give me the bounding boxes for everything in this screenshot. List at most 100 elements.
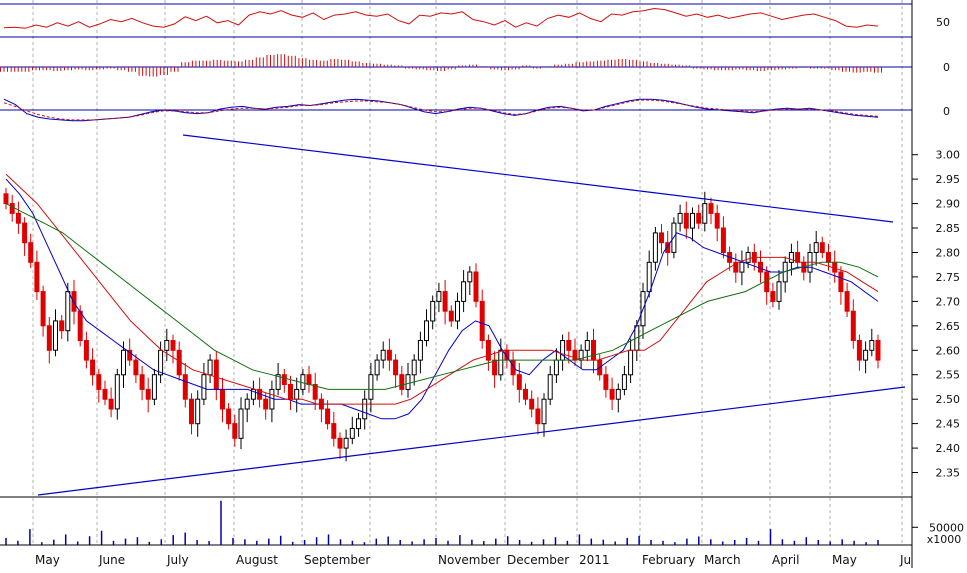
price-tick-label: 2.70 — [936, 295, 961, 308]
histogram-panel — [0, 54, 882, 77]
candle-body — [758, 261, 763, 273]
candle-body — [473, 271, 479, 302]
candle-body — [145, 388, 151, 400]
candle-body — [349, 428, 355, 439]
candle-body — [343, 437, 349, 449]
hist-tick-label: 0 — [943, 61, 950, 74]
price-tick-label: 2.35 — [936, 467, 961, 480]
macd-series-0 — [3, 98, 879, 122]
candle-body — [244, 398, 250, 410]
candle-body — [393, 359, 399, 376]
candle-body — [683, 212, 689, 229]
macd-tick-label: 0 — [943, 105, 950, 118]
trendlines — [37, 134, 906, 496]
rsi-tick-label: 50 — [936, 16, 950, 29]
candle-body — [356, 418, 361, 430]
candle-body — [96, 374, 102, 390]
candle-body — [34, 261, 40, 293]
candle-body — [374, 359, 380, 376]
candle-body — [516, 374, 522, 390]
candle-body — [485, 340, 491, 361]
lower-trendline — [37, 386, 906, 496]
candle-body — [609, 388, 615, 400]
candle-body — [399, 374, 405, 390]
candle-body — [838, 271, 844, 293]
candle-body — [776, 281, 782, 302]
candle-body — [232, 423, 238, 439]
candle-body — [529, 398, 535, 410]
candle-body — [652, 232, 658, 263]
candle-body — [541, 398, 547, 425]
volume-panel — [5, 500, 879, 545]
price-tick-label: 2.40 — [936, 442, 961, 455]
candle-body — [795, 252, 801, 263]
candle-body — [770, 291, 776, 302]
candle-body — [492, 359, 498, 376]
candle-body — [615, 388, 621, 400]
candle-body — [362, 398, 368, 420]
candle-body — [158, 349, 164, 376]
candle-body — [560, 340, 566, 361]
moving-average-1 — [5, 173, 879, 405]
candle-body — [603, 374, 609, 390]
candle-body — [553, 359, 559, 376]
moving-average-2 — [5, 203, 879, 390]
candle-body — [696, 212, 702, 224]
candle-body — [523, 388, 528, 400]
candle-body — [659, 232, 664, 244]
candle-body — [151, 374, 157, 400]
candle-body — [405, 374, 411, 390]
candle-body — [90, 359, 96, 376]
candle-body — [455, 300, 460, 322]
candle-body — [368, 374, 374, 400]
candle-body — [417, 340, 423, 361]
candle-body — [665, 242, 671, 253]
candle-body — [127, 349, 133, 361]
candle-body — [207, 359, 213, 376]
candle-body — [83, 340, 89, 361]
candle-body — [40, 291, 46, 327]
candle-body — [133, 359, 139, 376]
candle-body — [108, 398, 114, 410]
price-tick-label: 2.60 — [936, 344, 961, 357]
candle-body — [250, 388, 256, 400]
upper-trendline — [182, 134, 894, 223]
candle-body — [380, 349, 386, 361]
candle-body — [869, 340, 875, 351]
candle-body — [182, 374, 188, 400]
candle-body — [121, 349, 126, 376]
month-label: March — [704, 553, 741, 567]
candle-body — [850, 310, 856, 342]
candle-body — [535, 408, 541, 425]
candle-body — [826, 252, 831, 263]
candle-body — [220, 388, 225, 410]
candle-body — [819, 242, 825, 253]
candle-body — [189, 398, 194, 425]
month-label: September — [304, 553, 370, 567]
month-label: April — [772, 553, 799, 567]
month-label: August — [236, 553, 278, 567]
candle-body — [813, 242, 819, 253]
candle-body — [690, 212, 695, 229]
oscillator-line — [3, 7, 879, 29]
candle-body — [424, 320, 429, 341]
price-tick-label: 2.90 — [936, 198, 961, 211]
volume-tick-label: 50000 — [929, 521, 964, 534]
candle-body — [331, 423, 337, 439]
candle-body — [448, 310, 454, 322]
candle-body — [294, 388, 300, 400]
price-tick-label: 2.75 — [936, 271, 961, 284]
month-label: December — [507, 553, 569, 567]
candle-body — [863, 349, 869, 361]
candle-body — [238, 408, 244, 439]
month-label: November — [438, 553, 500, 567]
candle-body — [201, 374, 207, 400]
candle-body — [584, 340, 590, 351]
price-tick-label: 3.00 — [936, 149, 961, 162]
candle-body — [621, 374, 627, 390]
candle-body — [15, 212, 21, 224]
candle-body — [164, 340, 170, 351]
candle-body — [22, 222, 28, 244]
candle-body — [702, 203, 708, 224]
